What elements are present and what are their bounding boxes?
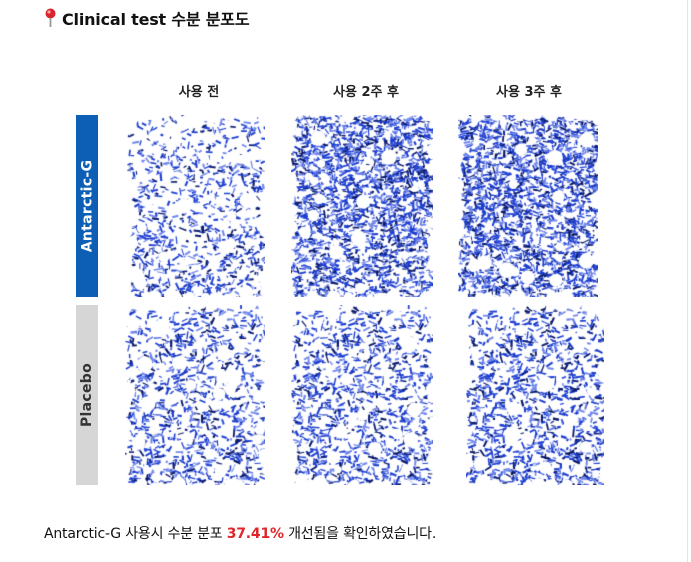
moisture-map-image: [127, 115, 265, 297]
column-header-before: 사용 전: [178, 85, 220, 100]
panel-antarctic-week3: [458, 115, 598, 297]
moisture-map-image: [125, 305, 265, 485]
column-header-week3: 사용 3주 후: [496, 85, 562, 100]
pin-icon: [45, 8, 56, 27]
moisture-distribution-figure: 사용 전 사용 2주 후 사용 3주 후 Antarctic-G Placebo: [70, 74, 610, 494]
panel-placebo-week3: [466, 305, 604, 485]
caption-text-after: 개선됨을 확인하였습니다.: [283, 526, 437, 542]
column-header-week2: 사용 2주 후: [333, 85, 399, 100]
page-divider: [687, 0, 688, 562]
panel-antarctic-before: [127, 115, 265, 297]
row-label-placebo-text: Placebo: [79, 362, 96, 428]
moisture-map-image: [458, 115, 598, 297]
improvement-percent: 37.41%: [226, 526, 284, 542]
moisture-map-image: [291, 115, 433, 297]
moisture-map-image: [291, 305, 433, 485]
section-title: Clinical test 수분 분포도: [62, 10, 250, 29]
moisture-map-image: [466, 305, 604, 485]
panel-placebo-week2: [291, 305, 433, 485]
row-label-placebo: Placebo: [76, 305, 98, 485]
row-label-antarctic-g: Antarctic-G: [76, 115, 98, 297]
panel-antarctic-week2: [291, 115, 433, 297]
row-label-antarctic-g-text: Antarctic-G: [79, 159, 96, 253]
caption-text-before: Antarctic-G 사용시 수분 분포: [44, 526, 227, 542]
result-caption: Antarctic-G 사용시 수분 분포 37.41% 개선됨을 확인하였습니…: [44, 523, 436, 543]
panel-placebo-before: [125, 305, 265, 485]
section-header: Clinical test 수분 분포도: [44, 6, 250, 30]
